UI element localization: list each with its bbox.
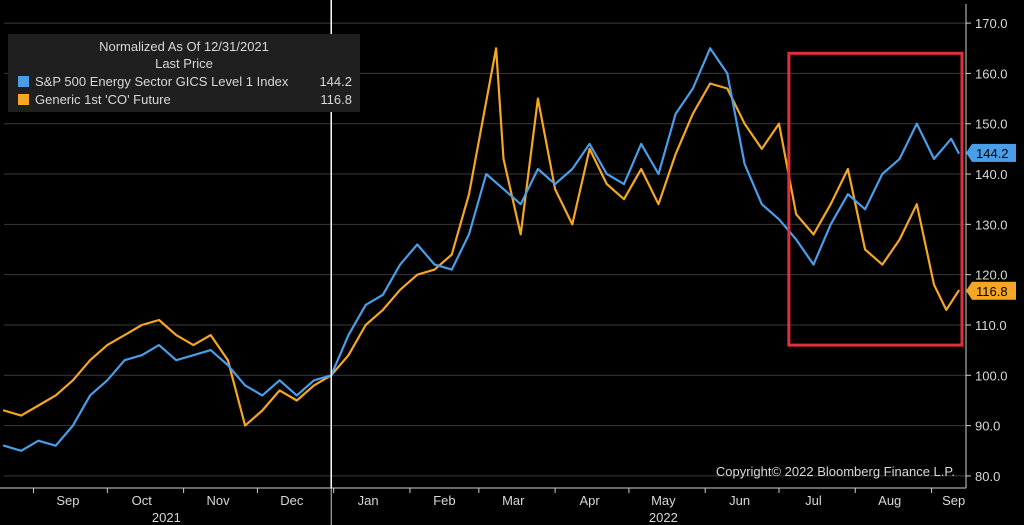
x-tick-label: May [651,493,676,508]
x-tick-label: Jun [729,493,750,508]
x-tick-label: Jul [805,493,822,508]
badge-text: 144.2 [976,146,1009,161]
y-tick-label: 160.0 [975,66,1008,81]
x-tick-label: Sep [56,493,79,508]
copyright-text: Copyright© 2022 Bloomberg Finance L.P. [716,464,955,479]
x-tick-label: Apr [579,493,600,508]
badge-background [972,143,1016,162]
legend-value-brent: 116.8 [320,91,352,107]
energy-series-line [2,47,960,452]
x-tick-label: Oct [132,493,153,508]
x-tick-label: Mar [502,493,525,508]
legend: Normalized As Of 12/31/2021 Last Price S… [8,34,360,112]
y-tick-label: 80.0 [975,469,1000,484]
axis-layer: 80.0 90.0 100.0 110.0 120.0 130.0 140.0 150.0 16… [0,4,1008,525]
energy-last-value-badge: 144.2 [966,143,1016,162]
legend-swatch-energy [18,75,29,87]
legend-header-subtitle: Last Price [155,56,213,71]
legend-value-energy: 144.2 [319,73,352,89]
y-tick-label: 140.0 [975,167,1008,182]
year-label: 2022 [649,510,678,525]
legend-label-brent: Generic 1st 'CO' Future [35,91,171,107]
series-layer [2,47,960,452]
legend-swatch-brent [18,93,29,105]
overlay-layer: 144.2 116.8 [330,0,1016,488]
year-label: 2021 [152,510,181,525]
y-tick-label: 90.0 [975,419,1000,434]
x-tick-label: Aug [878,493,901,508]
badge-background [972,281,1016,300]
legend-item-energy: S&P 500 Energy Sector GICS Level 1 Index… [8,72,360,90]
brent-series-line [2,47,960,427]
badge-pointer [966,143,972,162]
y-tick-label: 110.0 [975,318,1007,333]
brent-last-value-badge: 116.8 [966,281,1016,300]
y-tick-label: 150.0 [975,117,1008,132]
badge-text: 116.8 [976,284,1008,299]
badge-pointer [966,281,972,300]
y-tick-label: 170.0 [975,16,1008,31]
legend-item-brent: Generic 1st 'CO' Future 116.8 [8,90,360,108]
legend-label-energy: S&P 500 Energy Sector GICS Level 1 Index [35,73,289,89]
x-tick-label: Sep [942,493,965,508]
x-tick-label: Dec [280,493,304,508]
x-tick-label: Feb [433,493,455,508]
x-tick-label: Jan [358,493,379,508]
y-tick-label: 100.0 [975,368,1008,383]
legend-header-title: Normalized As Of 12/31/2021 [99,39,269,54]
highlight-box [787,51,964,347]
x-tick-label: Nov [206,493,230,508]
y-tick-label: 120.0 [975,268,1008,283]
y-tick-label: 130.0 [975,217,1008,232]
